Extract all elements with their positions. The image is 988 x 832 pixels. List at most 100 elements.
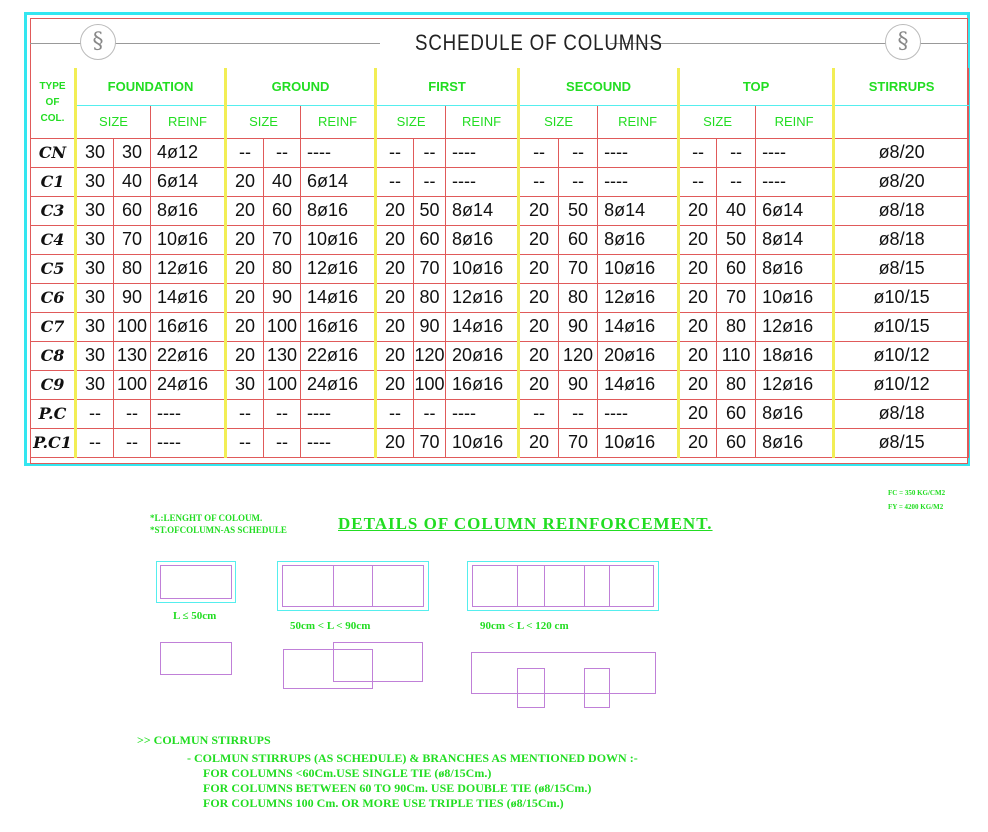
reinf-cell: ---- (300, 427, 377, 458)
reinf-cell: 22ø16 (149, 340, 227, 371)
size-cell: 20 (374, 369, 415, 400)
size-cell: 20 (517, 427, 560, 458)
size-cell: 20 (677, 340, 718, 371)
size-cell: 120 (558, 340, 599, 371)
size-cell: 20 (677, 311, 718, 342)
detail-label: L ≤ 50cm (173, 610, 217, 622)
size-cell: 80 (716, 311, 757, 342)
size-cell: 20 (677, 282, 718, 313)
tie-shape (471, 652, 656, 694)
header-size: SIZE (224, 104, 302, 139)
column-type: C8 (30, 340, 76, 371)
header-size: SIZE (517, 104, 599, 139)
stirrups-cell: ø8/18 (832, 195, 970, 226)
size-cell: -- (263, 137, 302, 168)
header-stirrups-sub (832, 104, 970, 139)
header-reinf: REINF (755, 104, 835, 139)
title-line-left (30, 43, 380, 44)
table-row: C5 30 80 12ø16 20 80 12ø16 20 70 10ø16 20 70 10ø16 20… (30, 253, 970, 284)
stirrups-cell: ø8/20 (832, 166, 970, 197)
reinf-cell: 24ø16 (300, 369, 377, 400)
size-cell: -- (558, 166, 599, 197)
size-cell: -- (677, 137, 718, 168)
size-cell: 110 (716, 340, 757, 371)
table-row: C6 30 90 14ø16 20 90 14ø16 20 80 12ø16 20 80 12ø16 20… (30, 282, 970, 313)
size-cell: 20 (517, 282, 560, 313)
stirrups-line: FOR COLUMNS 100 Cm. OR MORE USE TRIPLE T… (203, 796, 564, 810)
size-cell: 30 (74, 166, 114, 197)
size-cell: 30 (74, 311, 114, 342)
header-reinf: REINF (597, 104, 680, 139)
reinf-cell: 8ø16 (755, 253, 835, 284)
size-cell: 70 (558, 427, 599, 458)
size-cell: 100 (413, 369, 447, 400)
stirrups-cell: ø8/15 (832, 427, 970, 458)
size-cell: -- (113, 398, 151, 429)
size-cell: 70 (113, 224, 151, 255)
reinf-cell: 12ø16 (445, 282, 520, 313)
reinf-cell: 8ø14 (445, 195, 520, 226)
tie-shape (160, 642, 232, 675)
table-row: P.C1 -- -- ---- -- -- ---- 20 70 10ø16 20 70 10ø16 20… (30, 427, 970, 458)
column-type: C1 (30, 166, 76, 197)
reinf-cell: 6ø14 (149, 166, 227, 197)
tie-inner (333, 565, 373, 607)
size-cell: 100 (263, 311, 302, 342)
size-cell: 130 (113, 340, 151, 371)
size-cell: 20 (374, 282, 415, 313)
reinf-cell: ---- (597, 166, 680, 197)
reinf-cell: 20ø16 (597, 340, 680, 371)
size-cell: 80 (558, 282, 599, 313)
reinf-cell: ---- (149, 398, 227, 429)
size-cell: 100 (113, 369, 151, 400)
table-row: C7 30 100 16ø16 20 100 16ø16 20 90 14ø16 20 90 14ø16… (30, 311, 970, 342)
section-triple-tie (467, 561, 659, 611)
size-cell: -- (374, 137, 415, 168)
size-cell: 20 (224, 253, 265, 284)
size-cell: 60 (413, 224, 447, 255)
size-cell: 60 (716, 253, 757, 284)
reinf-cell: 10ø16 (597, 427, 680, 458)
reinf-cell: ---- (445, 398, 520, 429)
size-cell: -- (517, 166, 560, 197)
size-cell: -- (517, 137, 560, 168)
size-cell: 30 (74, 282, 114, 313)
size-cell: 20 (517, 369, 560, 400)
stirrups-line: FOR COLUMNS BETWEEN 60 TO 90Cm. USE DOUB… (203, 781, 592, 795)
reinf-cell: 6ø14 (755, 195, 835, 226)
size-cell: 40 (263, 166, 302, 197)
fy-spec: FY = 4200 KG/M2 (888, 503, 944, 511)
size-cell: 120 (413, 340, 447, 371)
reinf-cell: ---- (300, 398, 377, 429)
reinf-cell: 14ø16 (597, 311, 680, 342)
reinf-cell: ---- (149, 427, 227, 458)
reinf-cell: ---- (300, 137, 377, 168)
size-cell: 60 (716, 398, 757, 429)
size-cell: 90 (263, 282, 302, 313)
table-row: C4 30 70 10ø16 20 70 10ø16 20 60 8ø16 20 60 8ø16 20 50… (30, 224, 970, 255)
size-cell: -- (716, 166, 757, 197)
reinf-cell: 10ø16 (300, 224, 377, 255)
size-cell: 20 (224, 224, 265, 255)
size-cell: 20 (224, 340, 265, 371)
schedule-title: SCHEDULE OF COLUMNS (415, 30, 663, 55)
stirrups-cell: ø8/18 (832, 398, 970, 429)
column-type: P.C1 (30, 427, 76, 458)
size-cell: 20 (374, 311, 415, 342)
size-cell: -- (374, 166, 415, 197)
header-stirrups: STIRRUPS (832, 68, 970, 106)
table-row: C3 30 60 8ø16 20 60 8ø16 20 50 8ø14 20 50 8ø14 20 40 6ø… (30, 195, 970, 226)
size-cell: 60 (716, 427, 757, 458)
reinf-cell: ---- (445, 137, 520, 168)
tie-shape (333, 642, 423, 682)
size-cell: 80 (263, 253, 302, 284)
column-type: C4 (30, 224, 76, 255)
size-cell: -- (224, 427, 265, 458)
size-cell: 30 (74, 224, 114, 255)
reinf-cell: 14ø16 (300, 282, 377, 313)
reinf-cell: 18ø16 (755, 340, 835, 371)
column-type: C6 (30, 282, 76, 313)
header-reinf: REINF (149, 104, 227, 139)
size-cell: 90 (413, 311, 447, 342)
size-cell: 20 (677, 253, 718, 284)
